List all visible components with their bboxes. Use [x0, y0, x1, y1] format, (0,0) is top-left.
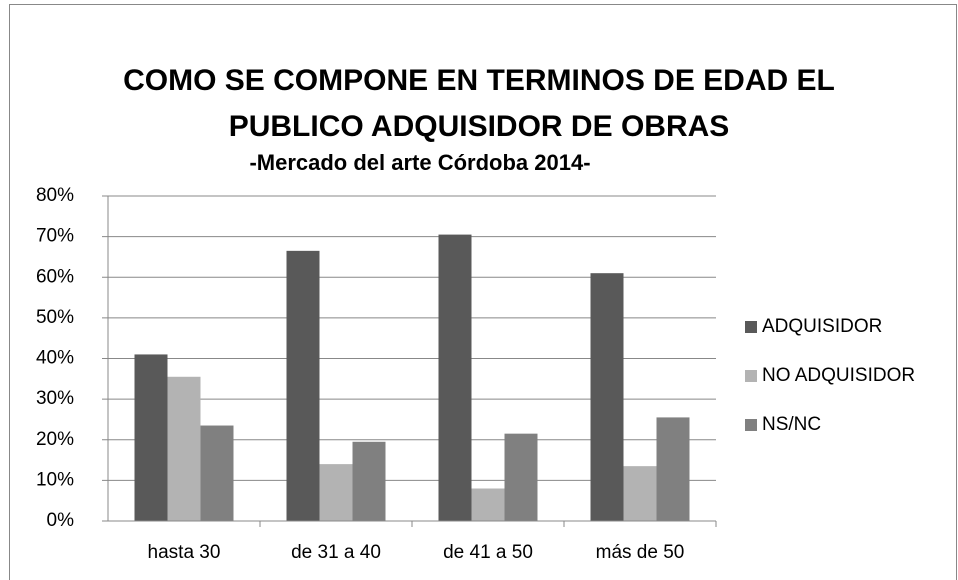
x-tick-label: más de 50: [596, 542, 685, 563]
y-tick-label: 40%: [36, 348, 74, 369]
bar: [656, 417, 690, 521]
legend-label: NO ADQUISIDOR: [762, 365, 915, 386]
bar: [167, 376, 201, 521]
y-tick-label: 20%: [36, 429, 74, 450]
bar: [623, 466, 657, 521]
x-tick-label: hasta 30: [148, 542, 221, 563]
x-tick-label: de 31 a 40: [291, 542, 381, 563]
bar: [200, 425, 234, 521]
x-tick-label: de 41 a 50: [443, 542, 533, 563]
chart-title: PUBLICO ADQUISIDOR DE OBRAS: [229, 110, 730, 143]
y-tick-label: 70%: [36, 226, 74, 247]
bar: [286, 250, 320, 521]
bar: [319, 464, 353, 521]
y-tick-label: 80%: [36, 185, 74, 206]
y-tick-label: 60%: [36, 266, 74, 287]
legend-swatch: [745, 419, 757, 431]
legend-swatch: [745, 370, 757, 382]
y-tick-label: 0%: [47, 510, 75, 531]
legend-swatch: [745, 321, 757, 333]
y-tick-label: 10%: [36, 469, 74, 490]
chart-subtitle: -Mercado del arte Córdoba 2014-: [249, 150, 590, 175]
y-tick-label: 50%: [36, 307, 74, 328]
bar: [352, 441, 386, 521]
chart-title: COMO SE COMPONE EN TERMINOS DE EDAD EL: [123, 64, 835, 97]
bar: [504, 433, 538, 521]
bar: [471, 488, 505, 521]
bar: [134, 354, 168, 521]
bar: [590, 273, 624, 521]
y-tick-label: 30%: [36, 388, 74, 409]
legend-label: NS/NC: [762, 414, 821, 435]
legend-label: ADQUISIDOR: [762, 316, 882, 337]
bar: [438, 234, 472, 521]
